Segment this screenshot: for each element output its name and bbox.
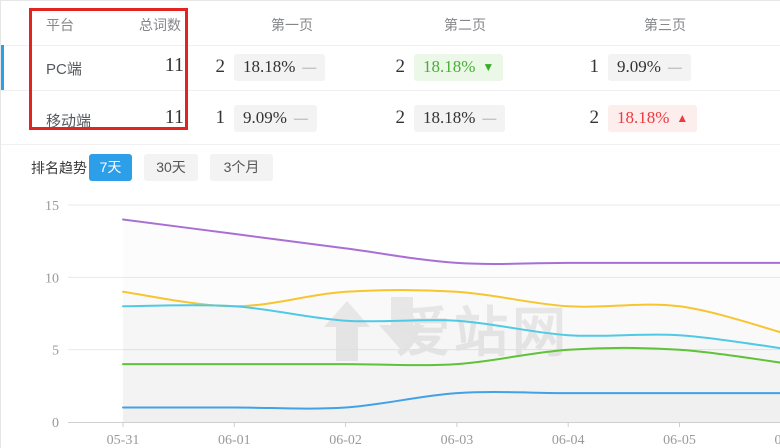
page3-cell: 1 9.09% —: [575, 52, 691, 82]
chart-axes: 05-31 06-01 06-02 06-03 06-04 06-05 06-06: [68, 422, 780, 448]
platform-label-mobile: 移动端: [46, 113, 92, 130]
status-badge: 18.18% —: [234, 53, 326, 81]
col-header-platform: 平台: [46, 17, 74, 33]
page2-cell: 2 18.18% ▼: [381, 52, 504, 82]
tab-3-months[interactable]: 3个月: [210, 154, 273, 181]
svg-text:06-04: 06-04: [552, 433, 585, 448]
page2-count: 2: [395, 56, 406, 77]
series-cyan: [122, 304, 780, 350]
trend-flat-icon: —: [482, 110, 497, 126]
status-badge: 9.09% —: [234, 104, 317, 132]
svg-text:0: 0: [52, 416, 59, 431]
tab-30-days[interactable]: 30天: [144, 154, 198, 181]
series-purple: [122, 218, 780, 265]
svg-text:06-05: 06-05: [663, 433, 696, 448]
rank-trend-chart: 爱站网 0 5 10 15 05-31 06-01 06-02 06-03 06-04 06-0…: [45, 199, 780, 448]
active-row-indicator: [1, 45, 4, 90]
svg-text:15: 15: [45, 199, 59, 214]
page2-percent: 18.18%: [423, 57, 476, 76]
page2-count: 2: [395, 107, 406, 128]
trend-down-icon: ▼: [482, 60, 495, 74]
col-header-page2: 第二页: [444, 17, 486, 33]
page3-percent: 9.09%: [617, 57, 661, 76]
page2-percent: 18.18%: [423, 108, 476, 127]
svg-text:06-02: 06-02: [329, 433, 362, 448]
trend-flat-icon: —: [302, 59, 317, 75]
platform-label-pc: PC端: [46, 61, 82, 78]
trend-up-icon: ▲: [676, 111, 689, 125]
page1-cell: 2 18.18% —: [201, 52, 326, 82]
page1-count: 1: [215, 107, 226, 128]
svg-text:06-03: 06-03: [441, 433, 474, 448]
page3-cell: 2 18.18% ▲: [575, 103, 698, 133]
page3-count: 1: [589, 56, 600, 77]
page1-percent: 18.18%: [243, 57, 296, 76]
page3-percent: 18.18%: [617, 108, 670, 127]
page1-count: 2: [215, 56, 226, 77]
page1-cell: 1 9.09% —: [201, 103, 317, 133]
divider: [1, 144, 780, 145]
col-header-page1: 第一页: [271, 17, 313, 33]
series-green: [122, 346, 780, 367]
chart-series: [122, 218, 780, 410]
page3-count: 2: [589, 107, 600, 128]
status-badge: 18.18% ▲: [608, 104, 698, 132]
svg-text:05-31: 05-31: [107, 433, 140, 448]
status-badge: 18.18% ▼: [414, 53, 504, 81]
total-words-pc: 11: [164, 54, 184, 76]
col-header-total-words: 总词数: [139, 17, 181, 33]
trend-flat-icon: —: [293, 110, 308, 126]
tab-7-days[interactable]: 7天: [89, 154, 132, 181]
series-blue: [122, 391, 780, 410]
svg-text:06-01: 06-01: [218, 433, 251, 448]
divider: [1, 90, 780, 91]
svg-text:06-06: 06-06: [774, 433, 780, 448]
svg-text:10: 10: [45, 271, 59, 286]
aizhan-watermark: 爱站网: [324, 297, 566, 363]
total-words-mobile: 11: [164, 106, 184, 128]
page2-cell: 2 18.18% —: [381, 103, 506, 133]
divider: [1, 45, 780, 46]
page1-percent: 9.09%: [243, 108, 287, 127]
status-badge: 18.18% —: [414, 104, 506, 132]
trend-flat-icon: —: [667, 59, 682, 75]
svg-text:5: 5: [52, 344, 59, 359]
status-badge: 9.09% —: [608, 53, 691, 81]
col-header-page3: 第三页: [644, 17, 686, 33]
section-title-rank-trend: 排名趋势: [31, 160, 87, 176]
